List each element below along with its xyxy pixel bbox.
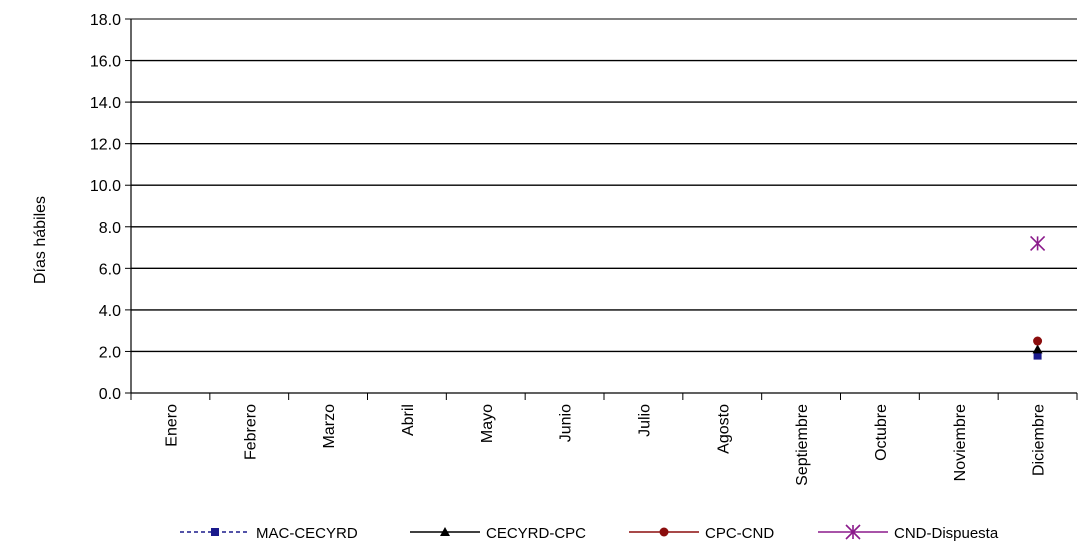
legend-marker-0 xyxy=(211,528,219,536)
legend-marker-1 xyxy=(440,527,450,536)
series-0 xyxy=(1033,351,1042,360)
legend-item-1: CECYRD-CPC xyxy=(410,525,586,542)
grid-lines xyxy=(131,18,1077,353)
series-1-point-11 xyxy=(1032,344,1043,354)
axes xyxy=(125,18,1078,400)
legend-item-2: CPC-CND xyxy=(629,525,774,542)
x-tick-label-11: Diciembre xyxy=(1031,404,1048,476)
x-tick-label-6: Julio xyxy=(636,404,653,437)
y-tick-label-0: 0.0 xyxy=(99,386,121,403)
series-3 xyxy=(1030,235,1046,251)
y-axis-label: Días hábiles xyxy=(32,196,49,284)
x-tick-label-8: Septiembre xyxy=(794,404,811,486)
x-tick-label-4: Mayo xyxy=(479,404,496,443)
legend-label-0: MAC-CECYRD xyxy=(256,525,358,542)
y-tick-label-5: 10.0 xyxy=(90,178,121,195)
y-tick-label-7: 14.0 xyxy=(90,95,121,112)
x-tick-label-0: Enero xyxy=(163,404,180,447)
y-tick-label-1: 2.0 xyxy=(99,344,121,361)
legend-marker-2 xyxy=(659,527,669,537)
x-tick-label-5: Junio xyxy=(558,404,575,442)
legend-label-3: CND-Dispuesta xyxy=(894,525,999,542)
y-tick-labels: 0.0 2.0 4.0 6.0 8.0 10.0 12.0 14.0 16.0 18.0 xyxy=(90,12,121,403)
series xyxy=(1030,235,1046,360)
x-tick-label-1: Febrero xyxy=(242,404,259,460)
series-3-point-11 xyxy=(1030,235,1046,251)
y-tick-label-2: 4.0 xyxy=(99,303,121,320)
y-tick-label-9: 18.0 xyxy=(90,12,121,29)
y-tick-label-6: 12.0 xyxy=(90,137,121,154)
legend-item-0: MAC-CECYRD xyxy=(180,525,358,542)
x-tick-label-2: Marzo xyxy=(321,404,338,449)
y-tick-label-4: 8.0 xyxy=(99,220,121,237)
legend: MAC-CECYRD CECYRD-CPC CPC-CND CND-Dispuesta xyxy=(180,524,999,542)
legend-item-3: CND-Dispuesta xyxy=(818,524,999,542)
x-tick-labels: Enero Febrero Marzo Abril Mayo Junio Julio Agos… xyxy=(163,404,1047,486)
y-tick-label-8: 16.0 xyxy=(90,54,121,71)
series-2-point-11 xyxy=(1033,336,1043,346)
y-tick-label-3: 6.0 xyxy=(99,261,121,278)
x-tick-label-9: Octubre xyxy=(873,404,890,461)
legend-marker-3 xyxy=(845,524,861,540)
legend-label-1: CECYRD-CPC xyxy=(486,525,586,542)
x-tick-label-7: Agosto xyxy=(715,404,732,454)
x-tick-label-3: Abril xyxy=(400,404,417,436)
legend-label-2: CPC-CND xyxy=(705,525,774,542)
series-1 xyxy=(1032,344,1043,354)
series-0-point-11 xyxy=(1033,351,1042,360)
x-tick-label-10: Noviembre xyxy=(952,404,969,481)
series-2 xyxy=(1033,336,1043,346)
